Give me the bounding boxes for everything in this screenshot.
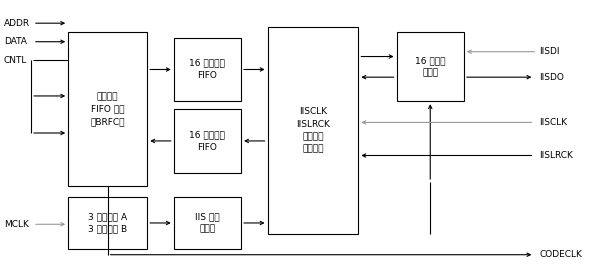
Bar (68, 32, 147, 186)
Text: IISLRCK: IISLRCK (539, 151, 573, 160)
Text: DATA: DATA (4, 37, 27, 46)
Text: CODECLK: CODECLK (539, 250, 582, 259)
Text: 总线接口
FIFO 控制
（BRFC）: 总线接口 FIFO 控制 （BRFC） (91, 92, 125, 126)
Text: 3 位分频器 A
3 位分频器 B: 3 位分频器 A 3 位分频器 B (88, 212, 127, 234)
Text: 16 字节发送
FIFO: 16 字节发送 FIFO (190, 59, 225, 80)
Bar (267, 27, 358, 234)
Text: IISCLK: IISCLK (539, 118, 567, 127)
Text: 16 字节接收
FIFO: 16 字节接收 FIFO (190, 130, 225, 152)
Text: 16 位移位
寄存器: 16 位移位 寄存器 (415, 56, 445, 78)
Bar (174, 38, 241, 101)
Bar (397, 32, 464, 101)
Bar (174, 197, 241, 250)
Text: IISDI: IISDI (539, 47, 560, 56)
Text: IISCLK
IISLRCK
发生器和
声道控制: IISCLK IISLRCK 发生器和 声道控制 (296, 107, 330, 153)
Text: CNTL: CNTL (4, 56, 27, 65)
Text: IIS 时钟
发生器: IIS 时钟 发生器 (195, 212, 220, 234)
Text: MCLK: MCLK (4, 220, 28, 229)
Bar (68, 197, 147, 250)
Text: IISDO: IISDO (539, 73, 564, 82)
Text: ADDR: ADDR (4, 19, 30, 28)
Bar (174, 109, 241, 173)
